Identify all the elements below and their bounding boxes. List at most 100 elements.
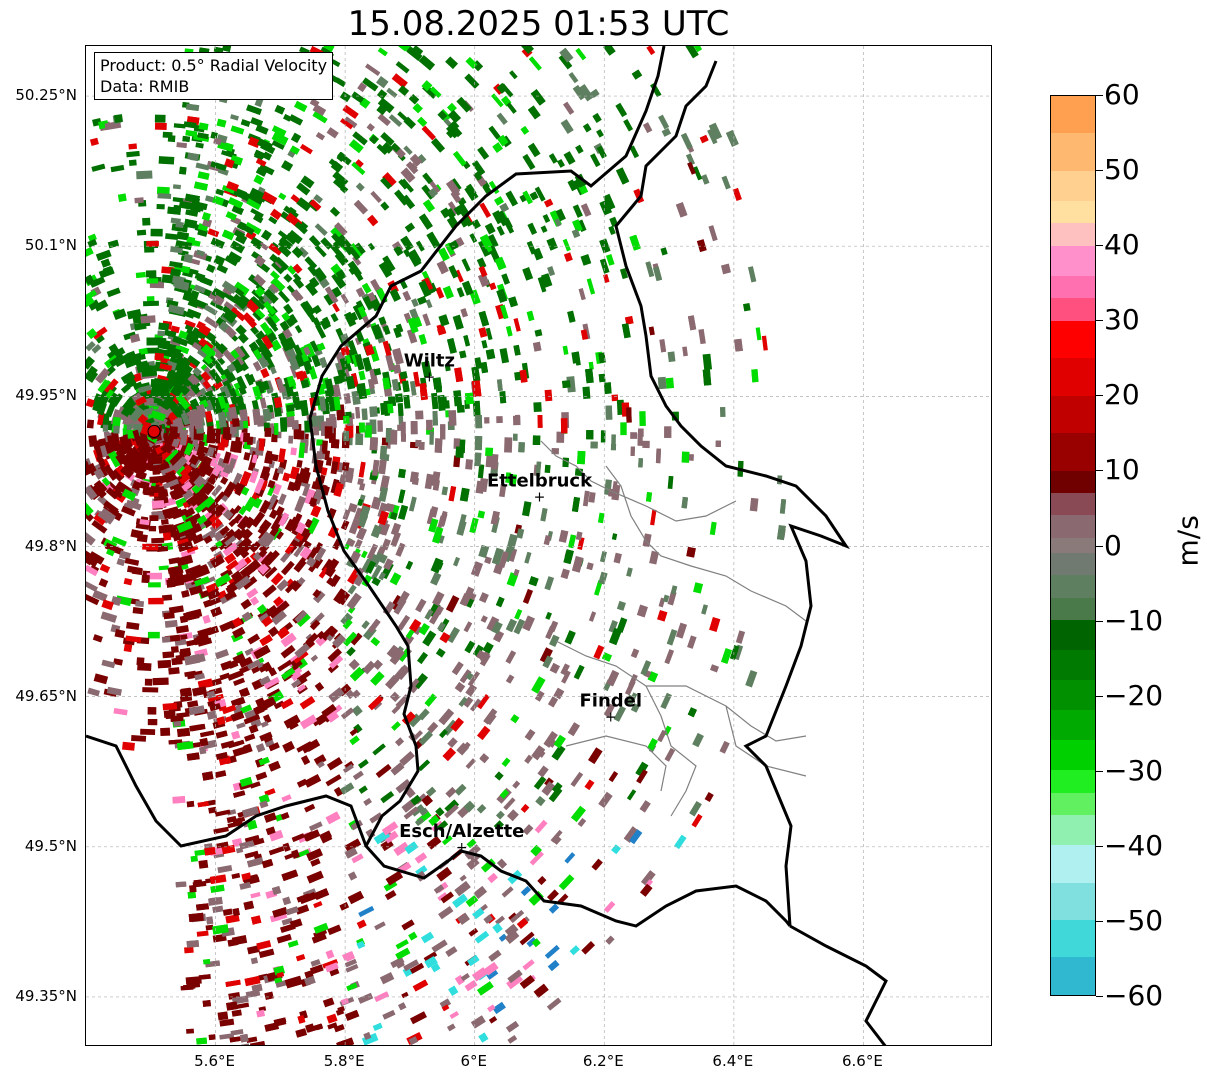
velocity-echo — [505, 190, 518, 207]
velocity-echo — [247, 633, 261, 645]
velocity-echo — [244, 708, 258, 720]
velocity-echo — [582, 123, 592, 133]
velocity-echo — [664, 649, 674, 665]
velocity-echo — [250, 117, 264, 127]
velocity-echo — [190, 855, 198, 862]
velocity-echo — [452, 893, 468, 909]
velocity-echo — [308, 235, 321, 248]
velocity-echo — [148, 525, 157, 532]
velocity-echo — [424, 693, 437, 707]
velocity-echo — [431, 820, 444, 832]
velocity-echo — [725, 129, 739, 147]
velocity-echo — [562, 345, 569, 355]
velocity-echo — [501, 757, 511, 767]
velocity-echo — [282, 472, 291, 482]
velocity-echo — [464, 979, 478, 992]
velocity-echo — [709, 521, 717, 536]
velocity-echo — [255, 771, 268, 781]
velocity-echo — [462, 280, 474, 296]
velocity-echo — [347, 502, 358, 513]
velocity-echo — [464, 640, 476, 654]
velocity-echo — [147, 707, 157, 715]
velocity-echo — [171, 657, 183, 666]
velocity-echo — [290, 132, 302, 144]
velocity-echo — [701, 604, 708, 615]
velocity-echo — [405, 560, 414, 570]
velocity-echo — [438, 906, 454, 920]
velocity-echo — [522, 588, 534, 604]
velocity-echo — [572, 84, 587, 101]
velocity-echo — [658, 114, 670, 130]
velocity-echo — [590, 153, 601, 167]
velocity-echo — [356, 919, 367, 929]
velocity-echo — [268, 846, 285, 856]
velocity-echo — [564, 630, 576, 645]
velocity-echo — [251, 399, 260, 412]
velocity-echo — [279, 417, 288, 429]
velocity-echo — [551, 744, 566, 761]
velocity-echo — [620, 422, 627, 436]
velocity-echo — [459, 487, 470, 502]
velocity-echo — [203, 959, 211, 965]
velocity-echo — [445, 595, 460, 613]
velocity-echo — [623, 118, 634, 132]
velocity-echo — [448, 486, 457, 502]
velocity-echo — [383, 880, 398, 892]
velocity-echo — [172, 796, 186, 804]
velocity-echo — [567, 310, 576, 323]
velocity-echo — [485, 455, 493, 468]
velocity-echo — [543, 535, 551, 546]
velocity-echo — [409, 471, 419, 483]
velocity-echo — [210, 884, 225, 893]
velocity-echo — [86, 531, 96, 546]
velocity-echo — [361, 1032, 379, 1045]
velocity-echo — [454, 367, 464, 383]
velocity-echo — [415, 240, 425, 252]
velocity-echo — [355, 433, 364, 446]
velocity-echo — [313, 194, 323, 204]
velocity-echo — [380, 402, 387, 415]
velocity-echo — [657, 376, 667, 390]
velocity-echo — [327, 1022, 338, 1030]
velocity-echo — [681, 451, 690, 463]
velocity-echo — [417, 116, 428, 127]
velocity-echo — [101, 659, 116, 669]
velocity-echo — [330, 461, 339, 475]
velocity-echo — [526, 937, 538, 948]
velocity-echo — [451, 661, 464, 676]
velocity-echo — [631, 69, 643, 80]
velocity-echo — [306, 870, 324, 884]
velocity-echo — [162, 702, 178, 711]
velocity-echo — [601, 652, 612, 662]
velocity-echo — [382, 172, 397, 187]
velocity-echo — [512, 433, 518, 441]
velocity-echo — [702, 353, 713, 371]
velocity-echo — [562, 380, 571, 389]
velocity-echo — [363, 797, 372, 806]
velocity-echo — [403, 394, 411, 409]
velocity-echo — [288, 114, 303, 126]
velocity-echo — [732, 187, 742, 202]
velocity-echo — [313, 922, 329, 934]
velocity-echo — [375, 763, 392, 778]
velocity-echo — [157, 341, 166, 349]
velocity-echo — [530, 89, 546, 106]
velocity-echo — [206, 625, 219, 636]
velocity-echo — [280, 698, 294, 710]
velocity-echo — [395, 947, 411, 960]
velocity-echo — [691, 813, 703, 828]
velocity-echo — [202, 1000, 211, 1007]
velocity-echo — [354, 337, 362, 346]
velocity-echo — [474, 930, 490, 944]
velocity-echo — [126, 150, 140, 158]
velocity-echo — [600, 430, 606, 443]
radar-echoes — [86, 46, 787, 1045]
velocity-echo — [200, 730, 215, 738]
velocity-echo — [409, 1011, 427, 1025]
radar-map[interactable]: + Wiltz + Ettelbruck + Findel + Esch/Alzette — [85, 45, 992, 1046]
velocity-echo — [626, 407, 632, 423]
velocity-echo — [86, 246, 94, 258]
velocity-echo — [524, 754, 533, 764]
velocity-echo — [563, 101, 575, 115]
velocity-echo — [285, 906, 299, 916]
